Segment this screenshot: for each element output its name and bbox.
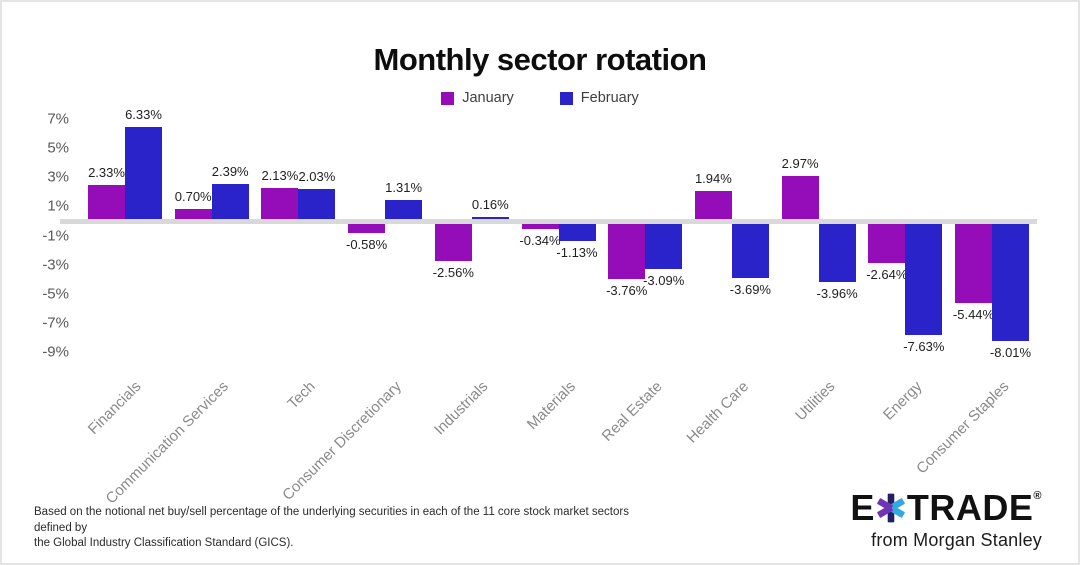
bar-february-financials <box>125 126 162 219</box>
zero-axis-line <box>60 219 1037 224</box>
february-label: February <box>580 90 639 106</box>
x-axis-label-text: Consumer Staples <box>912 378 1013 478</box>
legend-item-january: January <box>441 90 514 106</box>
value-label-february-industrials: 0.16% <box>471 196 509 212</box>
x-axis-label-text: Health Care <box>683 378 752 447</box>
logo-letter-e: E <box>850 487 875 528</box>
bar-january-consumer-discretionary <box>348 224 386 233</box>
y-axis-tick-7: 7% <box>47 110 69 128</box>
bar-january-utilities <box>781 175 819 219</box>
value-label-february-communication-services: 2.39% <box>211 164 249 180</box>
value-label-february-consumer-discretionary: 1.31% <box>385 179 423 195</box>
y-axis-tick-1: 1% <box>47 197 69 215</box>
value-label-february-energy: -7.63% <box>903 339 945 355</box>
bar-february-energy <box>905 224 943 336</box>
bar-february-communication-services <box>211 184 249 219</box>
january-label: January <box>462 90 514 106</box>
value-label-january-health-care: 1.94% <box>694 170 732 186</box>
registered-mark: ® <box>1033 490 1042 502</box>
footnote: Based on the notional net buy/sell perce… <box>34 505 634 552</box>
value-label-february-utilities: -3.96% <box>816 285 858 301</box>
value-label-january-consumer-staples: -5.44% <box>952 307 995 323</box>
february-swatch <box>559 91 573 105</box>
y-axis-tick-5: 5% <box>47 139 69 157</box>
bar-january-communication-services <box>174 208 212 219</box>
bar-february-health-care <box>731 224 769 278</box>
value-label-january-utilities: 2.97% <box>781 155 819 171</box>
x-axis-label-text: Materials <box>523 378 579 434</box>
value-label-january-energy: -2.64% <box>866 266 908 282</box>
etrade-logo: E TRADE ® <box>850 490 1042 526</box>
logo-from-text: from Morgan Stanley <box>871 530 1042 550</box>
footnote-line-2: the Global Industry Classification Stand… <box>34 537 294 550</box>
chart-title: Monthly sector rotation <box>373 42 707 77</box>
legend: January February <box>2 90 1078 106</box>
x-axis-label-text: Industrials <box>431 378 492 439</box>
x-axis-label-text: Financials <box>85 378 146 438</box>
bar-february-consumer-discretionary <box>385 199 423 219</box>
bar-january-materials <box>521 224 559 229</box>
y-axis-tick-3: 3% <box>47 168 69 186</box>
value-label-february-health-care: -3.69% <box>729 281 771 297</box>
branding-block: E TRADE ® from Morgan Stanley <box>850 490 1042 551</box>
bar-january-energy <box>868 224 906 263</box>
bar-january-real-estate <box>608 224 646 279</box>
bar-february-materials <box>558 224 596 241</box>
value-label-january-financials: 2.33% <box>88 165 125 180</box>
y-axis-tick--9: -9% <box>42 343 69 361</box>
bar-january-health-care <box>694 190 732 219</box>
value-label-january-consumer-discretionary: -0.58% <box>345 236 388 252</box>
bar-january-industrials <box>434 224 472 262</box>
x-axis-label-text: Energy <box>879 378 926 424</box>
y-axis-tick--5: -5% <box>42 285 69 303</box>
etrade-star-icon <box>877 493 905 523</box>
value-label-february-consumer-staples: -8.01% <box>989 344 1032 360</box>
bar-january-financials <box>88 185 125 219</box>
footnote-line-1: Based on the notional net buy/sell perce… <box>34 506 629 534</box>
value-label-january-tech: 2.13% <box>261 167 299 183</box>
bar-february-industrials <box>471 216 509 219</box>
y-axis-tick--1: -1% <box>42 227 69 245</box>
value-label-february-tech: 2.03% <box>298 169 336 185</box>
bar-february-real-estate <box>645 224 683 270</box>
value-label-february-financials: 6.33% <box>125 106 162 122</box>
y-axis-tick--3: -3% <box>42 256 69 274</box>
value-label-january-communication-services: 0.70% <box>174 188 212 204</box>
bar-january-tech <box>261 187 299 219</box>
x-axis-label-text: Real Estate <box>598 378 666 445</box>
value-label-february-materials: -1.13% <box>556 244 598 260</box>
value-label-january-materials: -0.34% <box>519 233 561 248</box>
x-axis-label-text: Utilities <box>792 378 839 425</box>
x-axis-label-text: Tech <box>283 378 319 413</box>
bar-february-consumer-staples <box>992 224 1029 341</box>
bar-february-tech <box>298 189 336 219</box>
value-label-january-industrials: -2.56% <box>432 265 474 281</box>
legend-item-february: February <box>559 90 639 106</box>
logo-letters-trade: TRADE <box>906 487 1034 528</box>
january-swatch <box>441 91 455 105</box>
bar-february-utilities <box>818 224 856 282</box>
bar-january-consumer-staples <box>955 224 992 304</box>
y-axis-tick--7: -7% <box>42 314 69 332</box>
value-label-january-real-estate: -3.76% <box>606 282 648 298</box>
value-label-february-real-estate: -3.09% <box>643 273 685 289</box>
